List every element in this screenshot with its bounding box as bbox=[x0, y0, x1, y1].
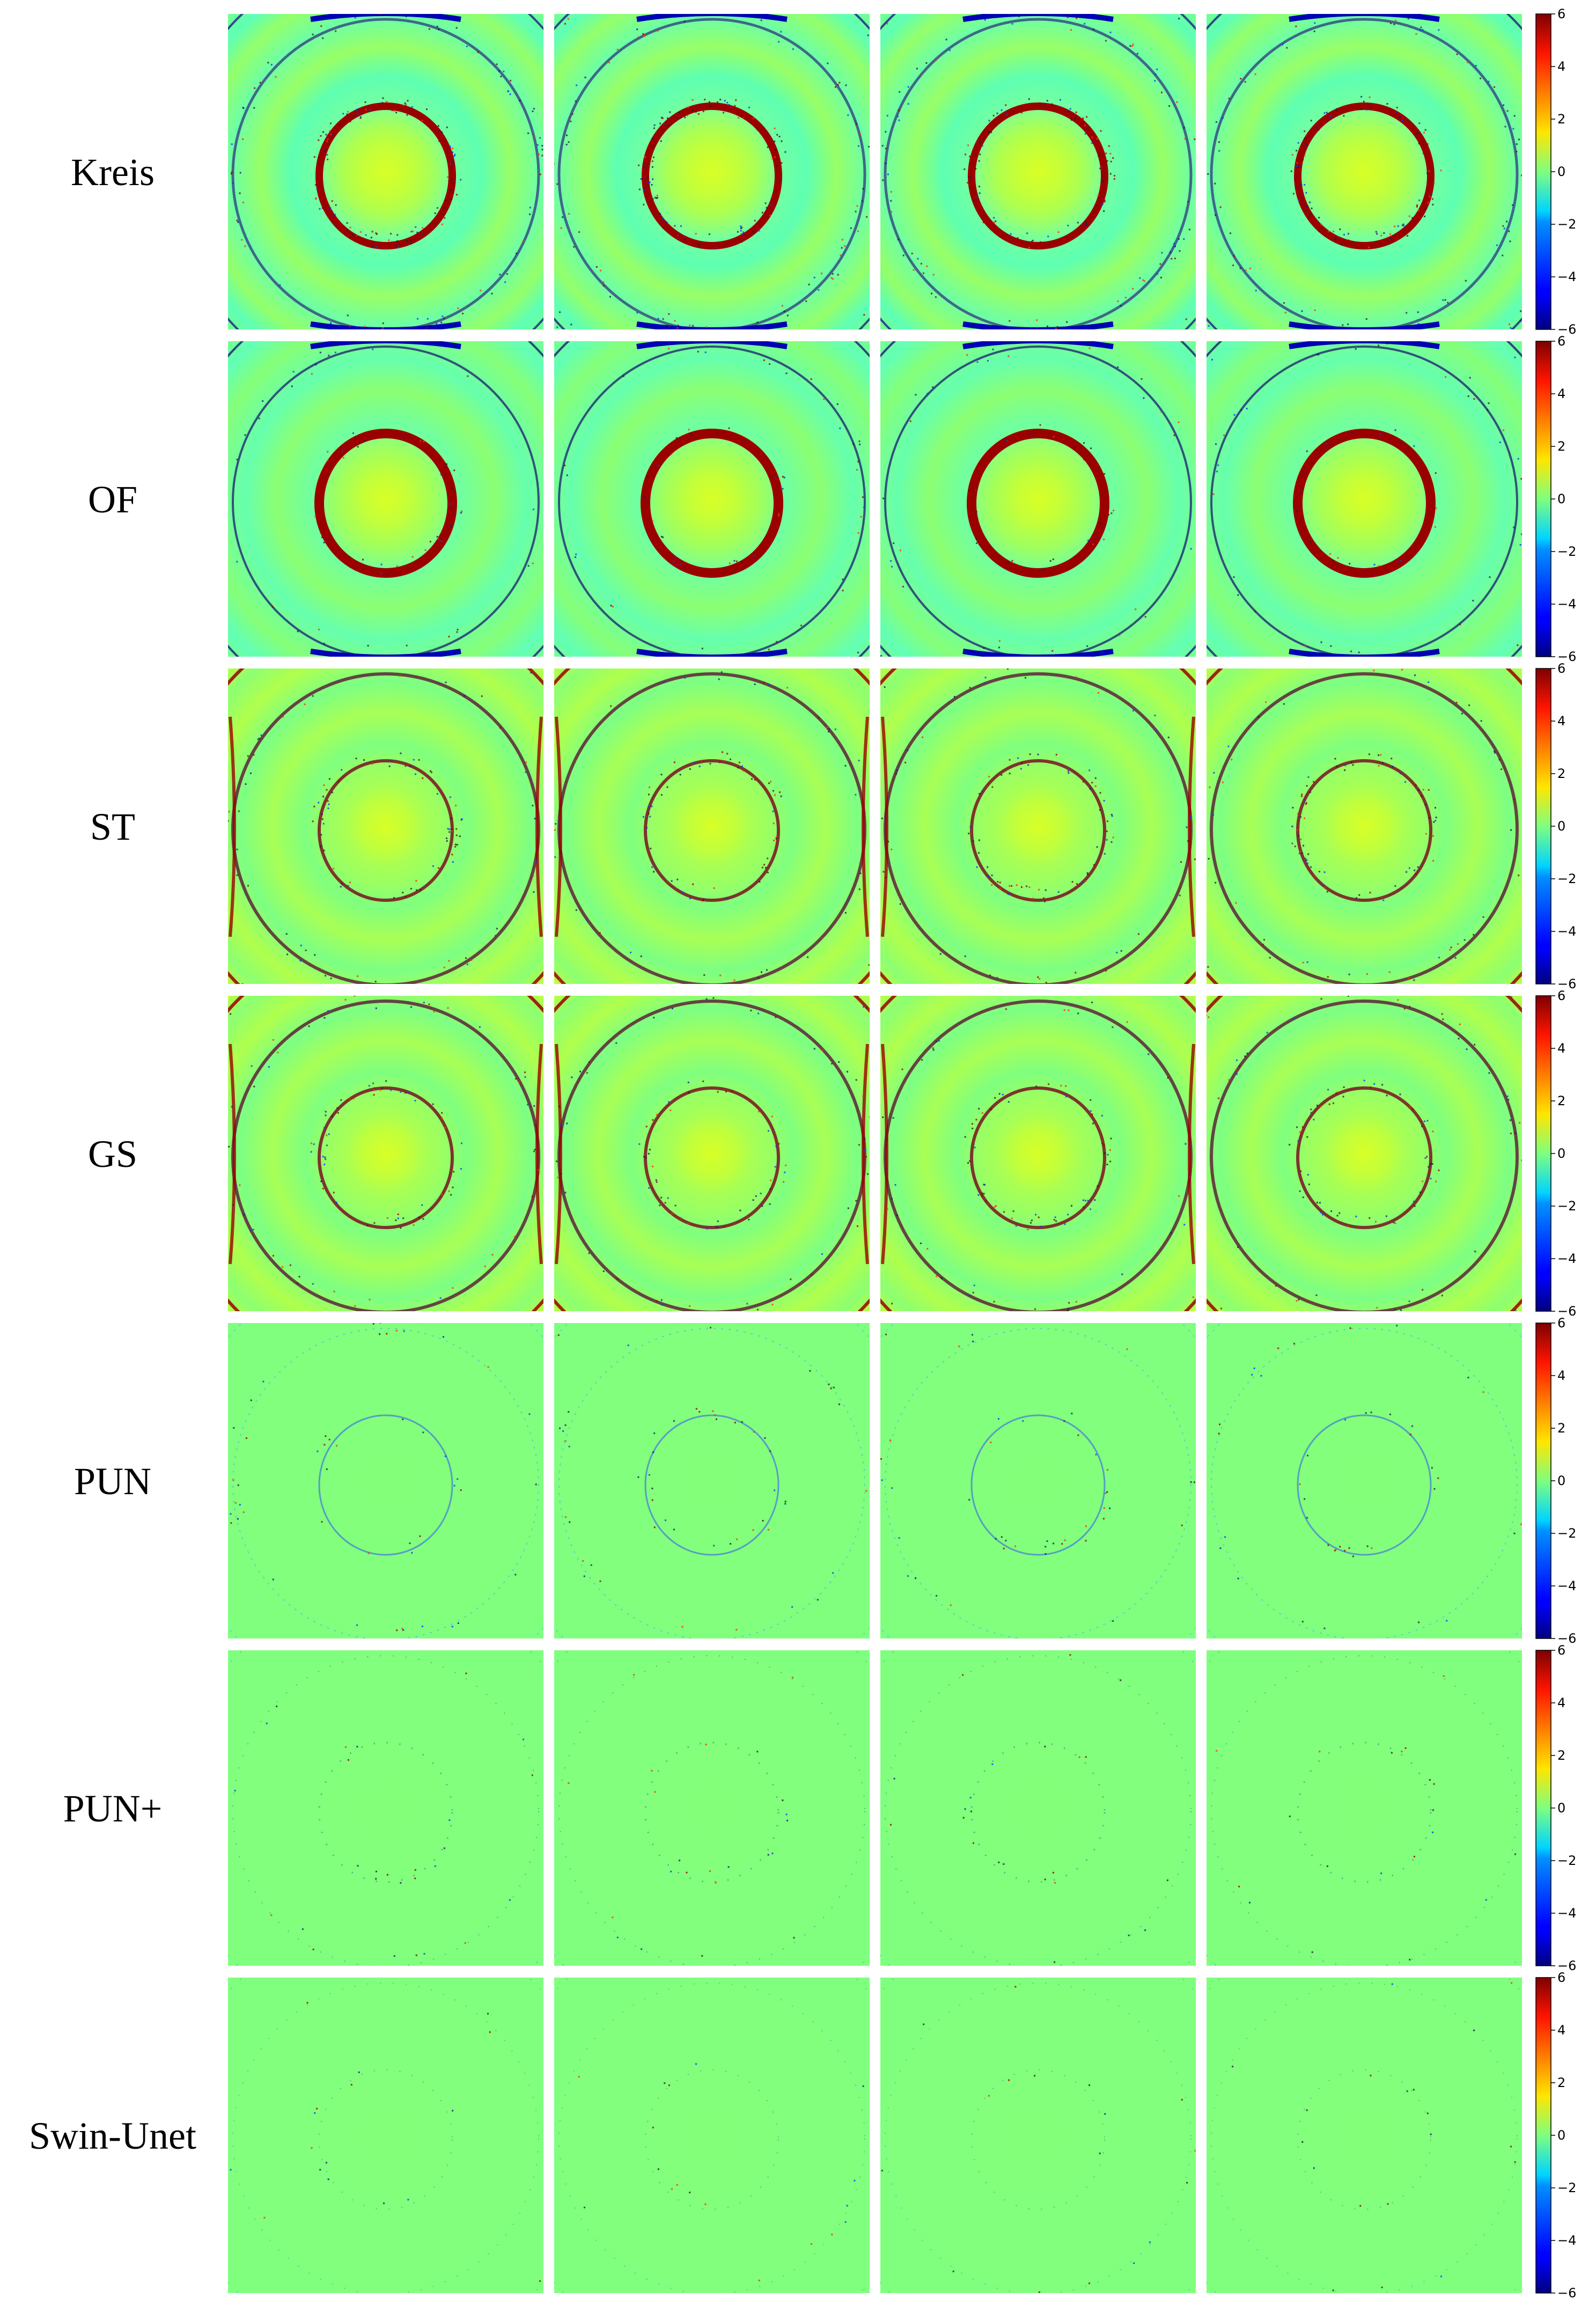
colorbar-tick-label: 0 bbox=[1557, 1146, 1565, 1161]
colorbar-tick-label: 6 bbox=[1557, 988, 1565, 1003]
colorbar: 6 4 2 0 −2 −4 −6 bbox=[1535, 1970, 1576, 2301]
colorbar-tick-label: 2 bbox=[1557, 1421, 1565, 1436]
colorbar-tick-label: −6 bbox=[1557, 976, 1576, 991]
colorbar-tick-label: 2 bbox=[1557, 1093, 1565, 1108]
colorbar-tick-label: −2 bbox=[1557, 2180, 1576, 2195]
error-map-panel bbox=[1207, 341, 1522, 657]
colorbar-tick-label: 6 bbox=[1557, 661, 1565, 676]
colorbar-tick-label: 6 bbox=[1557, 6, 1565, 21]
colorbar-tick-label: −6 bbox=[1557, 1304, 1576, 1319]
colorbar-tick-label: 4 bbox=[1557, 59, 1565, 74]
error-map-panel bbox=[880, 1978, 1196, 2293]
error-map-panel bbox=[1207, 668, 1522, 984]
colorbar-tick-label: 2 bbox=[1557, 766, 1565, 781]
colorbar-tick-label: −2 bbox=[1557, 871, 1576, 886]
error-map-panel bbox=[554, 1650, 870, 1966]
colorbar-tick-label: −4 bbox=[1557, 1578, 1576, 1593]
colorbar-tick-label: 2 bbox=[1557, 112, 1565, 127]
error-map-panel bbox=[880, 1323, 1196, 1638]
row-label-gs: GS bbox=[87, 1133, 138, 1175]
colorbar-tick-label: 0 bbox=[1557, 1473, 1565, 1488]
colorbar-tick-label: 2 bbox=[1557, 439, 1565, 454]
colorbar-tick-label: −6 bbox=[1557, 1631, 1576, 1646]
colorbar-tick-label: −4 bbox=[1557, 1251, 1576, 1266]
colorbar: 6 4 2 0 −2 −4 −6 bbox=[1535, 6, 1576, 337]
colorbar-tick-label: 6 bbox=[1557, 334, 1565, 349]
colorbar-tick-label: 0 bbox=[1557, 2128, 1565, 2143]
error-map-panel bbox=[880, 668, 1196, 984]
colorbar-tick-label: 2 bbox=[1557, 2075, 1565, 2090]
error-map-panel bbox=[554, 1978, 870, 2293]
error-map-panel bbox=[228, 1323, 543, 1638]
colorbar-tick-label: 4 bbox=[1557, 1368, 1565, 1383]
error-map-panel bbox=[880, 14, 1196, 329]
error-map-panel bbox=[880, 341, 1196, 657]
colorbar-tick-label: −2 bbox=[1557, 217, 1576, 232]
error-map-panel bbox=[228, 1978, 543, 2293]
colorbar-tick-label: 0 bbox=[1557, 491, 1565, 506]
row-label-kreis: Kreis bbox=[71, 151, 155, 194]
colorbar: 6 4 2 0 −2 −4 −6 bbox=[1535, 988, 1576, 1319]
colorbar-layer: 6420−2−4−66420−2−4−66420−2−4−66420−2−4−6… bbox=[1535, 6, 1576, 2301]
error-map-panel bbox=[228, 996, 543, 1311]
colorbar-tick-label: 6 bbox=[1557, 1316, 1565, 1331]
colorbar-tick-label: 6 bbox=[1557, 1643, 1565, 1658]
row-label-of: OF bbox=[87, 478, 138, 521]
colorbar-tick-label: 0 bbox=[1557, 819, 1565, 834]
error-map-panel bbox=[228, 14, 543, 329]
colorbar-tick-label: 0 bbox=[1557, 1801, 1565, 1816]
row-label-pun: PUN bbox=[73, 1460, 152, 1503]
colorbar-tick-label: 4 bbox=[1557, 1041, 1565, 1056]
colorbar-tick-label: 4 bbox=[1557, 714, 1565, 729]
error-map-panel bbox=[1207, 1650, 1522, 1966]
colorbar-tick-label: −4 bbox=[1557, 2233, 1576, 2248]
colorbar-tick-label: −2 bbox=[1557, 1526, 1576, 1541]
row-label-swin-unet: Swin-Unet bbox=[29, 2114, 196, 2157]
colorbar-tick-label: −2 bbox=[1557, 544, 1576, 559]
error-map-panel bbox=[228, 1650, 543, 1966]
colorbar: 6 4 2 0 −2 −4 −6 bbox=[1535, 661, 1576, 991]
error-map-panel bbox=[880, 1650, 1196, 1966]
error-map-panel bbox=[554, 14, 870, 329]
colorbar-tick-label: −6 bbox=[1557, 322, 1576, 337]
error-map-panel bbox=[554, 341, 870, 657]
colorbar-tick-label: −2 bbox=[1557, 1853, 1576, 1868]
error-map-panel bbox=[1207, 996, 1522, 1311]
error-map-panel bbox=[554, 996, 870, 1311]
panel-layer bbox=[228, 14, 1522, 2293]
colorbar-tick-label: −2 bbox=[1557, 1199, 1576, 1214]
error-map-panel bbox=[1207, 1323, 1522, 1638]
colorbar-tick-label: −6 bbox=[1557, 1958, 1576, 1973]
colorbar-tick-label: 6 bbox=[1557, 1970, 1565, 1985]
colorbar-tick-label: 2 bbox=[1557, 1748, 1565, 1763]
colorbar-tick-label: 4 bbox=[1557, 2023, 1565, 2038]
colorbar-tick-label: −4 bbox=[1557, 597, 1576, 612]
colorbar-tick-label: −4 bbox=[1557, 269, 1576, 284]
colorbar-tick-label: 0 bbox=[1557, 164, 1565, 179]
colorbar-tick-label: −4 bbox=[1557, 924, 1576, 939]
error-map-panel bbox=[554, 1323, 870, 1638]
colorbar: 6 4 2 0 −2 −4 −6 bbox=[1535, 334, 1576, 664]
error-map-panel bbox=[1207, 1978, 1522, 2293]
colorbar: 6 4 2 0 −2 −4 −6 bbox=[1535, 1643, 1576, 1973]
error-map-panel bbox=[554, 668, 870, 984]
colorbar-tick-label: −6 bbox=[1557, 649, 1576, 664]
colorbar: 6 4 2 0 −2 −4 −6 bbox=[1535, 1316, 1576, 1646]
error-map-panel bbox=[1207, 14, 1522, 329]
colorbar-tick-label: −4 bbox=[1557, 1906, 1576, 1921]
colorbar-tick-label: 4 bbox=[1557, 1695, 1565, 1710]
colorbar-tick-label: 4 bbox=[1557, 386, 1565, 401]
error-map-panel bbox=[880, 996, 1196, 1311]
error-map-panel bbox=[228, 668, 543, 984]
row-label-pun-plus: PUN+ bbox=[63, 1787, 163, 1830]
colorbar-tick-label: −6 bbox=[1557, 2286, 1576, 2301]
error-map-panel bbox=[228, 341, 543, 657]
row-label-st: ST bbox=[90, 805, 136, 848]
